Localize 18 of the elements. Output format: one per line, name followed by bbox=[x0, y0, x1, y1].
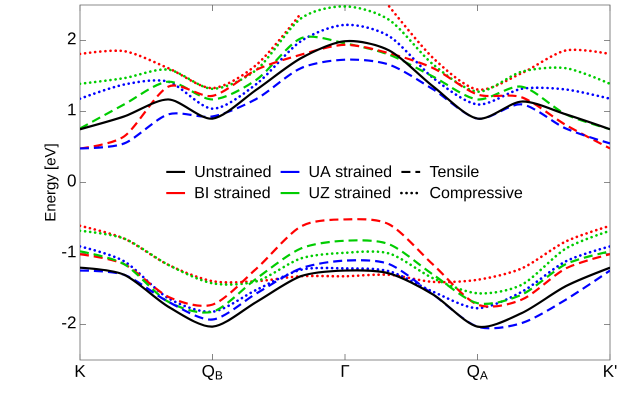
x-tick-label: Q$_{B}$ bbox=[202, 364, 222, 380]
y-tick-label: -2 bbox=[62, 316, 76, 328]
legend-label: UA strained bbox=[310, 165, 392, 178]
y-tick-label: 2 bbox=[68, 32, 76, 44]
y-tick-label: 0 bbox=[68, 174, 76, 186]
legend-label: BI strained bbox=[195, 186, 270, 198]
line-series bbox=[80, 24, 610, 110]
x-tick-label: Q$_{A}$ bbox=[467, 364, 488, 380]
legend-label: Compressive bbox=[430, 186, 522, 202]
legend-label: Tensile bbox=[430, 165, 479, 178]
x-tick-label: Γ bbox=[342, 365, 350, 377]
legend-label: Unstrained bbox=[195, 165, 270, 178]
x-tick-label: K' bbox=[604, 365, 616, 377]
legend-label: UZ strained bbox=[310, 186, 390, 198]
x-tick-label: K bbox=[76, 365, 86, 377]
y-axis-title: Energy [eV] bbox=[44, 144, 58, 220]
y-tick-label: -1 bbox=[62, 246, 76, 258]
y-tick-label: 1 bbox=[68, 104, 76, 116]
